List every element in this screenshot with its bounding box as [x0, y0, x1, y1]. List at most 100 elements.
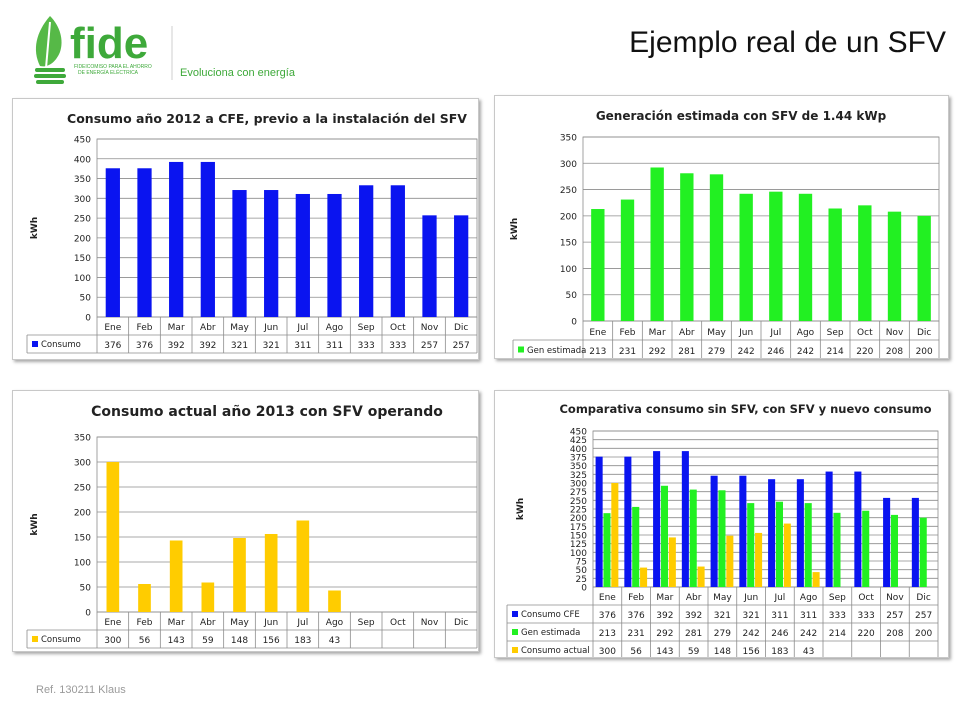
bar-gen-estimada-abr — [689, 489, 697, 587]
data-label: 311 — [294, 341, 311, 351]
bar-gen-estimada-feb — [620, 199, 635, 321]
data-label: 333 — [829, 611, 846, 621]
y-axis-label: kWh — [30, 513, 40, 535]
x-tick-label: Sep — [829, 593, 846, 603]
y-tick-label: 150 — [74, 534, 91, 544]
x-tick-label: Feb — [628, 593, 644, 603]
y-tick-label: 450 — [74, 136, 91, 146]
bar-consumo-sep — [359, 185, 374, 317]
bar-consumo-abr — [200, 161, 215, 317]
legend-swatch — [32, 636, 38, 642]
y-tick-label: 200 — [74, 509, 91, 519]
x-tick-label: Jul — [773, 593, 785, 603]
bar-gen-estimada-may — [709, 174, 724, 321]
data-label: 148 — [714, 647, 731, 657]
data-label: 376 — [599, 611, 616, 621]
chart-panel-consumo-2013: Consumo actual año 2013 con SFV operando… — [12, 390, 479, 652]
legend-swatch — [512, 647, 518, 653]
y-tick-label: 300 — [74, 195, 91, 205]
y-tick-label: 50 — [566, 291, 578, 301]
chart-title: Consumo actual año 2013 con SFV operando — [91, 404, 443, 420]
bar-consumo-cfe-abr — [681, 451, 689, 587]
y-tick-label: 100 — [570, 549, 587, 559]
y-axis-label: kWh — [30, 217, 40, 239]
bar-consumo-abr — [201, 582, 215, 612]
brand-name: fide — [70, 19, 148, 68]
x-tick-label: Dic — [454, 618, 468, 628]
chart-panel-consumo-2012: Consumo año 2012 a CFE, previo a la inst… — [12, 98, 479, 360]
bar-consumo-ago — [327, 193, 342, 317]
data-label: 214 — [827, 347, 844, 357]
x-tick-label: Jun — [743, 593, 758, 603]
x-tick-label: Ene — [104, 618, 121, 628]
x-tick-label: Ago — [797, 328, 815, 338]
data-label: 392 — [685, 611, 702, 621]
page-title: Ejemplo real de un SFV — [629, 26, 946, 59]
bar-gen-estimada-ene — [603, 513, 611, 587]
legend-swatch — [32, 341, 38, 347]
data-label: 43 — [803, 647, 814, 657]
y-tick-label: 275 — [570, 488, 587, 498]
bar-gen-estimada-ene — [591, 209, 605, 321]
y-tick-label: 350 — [570, 462, 587, 472]
x-tick-label: Sep — [358, 323, 375, 333]
x-tick-label: Ago — [326, 323, 344, 333]
plot-area — [582, 136, 940, 322]
data-label: 220 — [856, 347, 873, 357]
data-label: 59 — [202, 636, 214, 646]
x-tick-label: Oct — [390, 323, 406, 333]
bar-consumo-jul — [295, 193, 310, 317]
legend-entry: Consumo — [41, 635, 81, 645]
y-tick-label: 300 — [570, 480, 587, 490]
brand-subtitle-1: FIDEICOMISO PARA EL AHORRO — [74, 64, 152, 70]
legend-swatch — [518, 346, 524, 353]
bar-consumo-feb — [137, 168, 152, 317]
y-tick-label: 250 — [74, 215, 91, 225]
x-tick-label: Oct — [858, 593, 874, 603]
x-tick-label: Abr — [200, 618, 216, 628]
bar-consumo-actual-jul — [783, 523, 791, 587]
y-tick-label: 0 — [571, 318, 577, 328]
data-label: 183 — [294, 636, 311, 646]
legend-entry: Consumo — [41, 340, 81, 350]
x-tick-label: Ene — [104, 323, 121, 333]
y-tick-label: 350 — [74, 175, 91, 185]
bar-gen-estimada-oct — [858, 205, 872, 321]
y-tick-label: 150 — [560, 239, 577, 249]
y-tick-label: 100 — [74, 274, 91, 284]
x-tick-label: Jul — [769, 328, 781, 338]
data-label: 208 — [886, 629, 903, 639]
data-label: 200 — [916, 347, 933, 357]
bar-gen-estimada-nov — [890, 514, 899, 587]
bar-consumo-feb — [138, 584, 151, 612]
x-tick-label: Ene — [599, 593, 616, 603]
y-tick-label: 25 — [576, 575, 587, 585]
bar-consumo-ene — [105, 168, 120, 317]
data-label: 143 — [656, 647, 673, 657]
bar-gen-estimada-mar — [650, 167, 664, 321]
bar-consumo-cfe-ago — [796, 479, 804, 587]
x-tick-label: Abr — [679, 328, 695, 338]
data-label: 376 — [136, 341, 153, 351]
bar-consumo-cfe-jul — [768, 479, 776, 587]
bar-consumo-dic — [454, 215, 469, 317]
bar-gen-estimada-dic — [919, 517, 927, 587]
y-tick-label: 200 — [570, 514, 587, 524]
bar-consumo-actual-ene — [611, 483, 619, 587]
brand-subtitle-2: DE ENERGÍA ELÉCTRICA — [78, 69, 139, 76]
data-label: 333 — [858, 611, 875, 621]
bar-consumo-mar — [169, 161, 184, 317]
x-tick-label: Nov — [886, 593, 904, 603]
chart-panel-comparativa: Comparativa consumo sin SFV, con SFV y n… — [494, 390, 949, 658]
bar-consumo-cfe-dic — [911, 497, 919, 587]
data-label: 213 — [599, 629, 616, 639]
x-tick-label: Jun — [738, 328, 753, 338]
bar-consumo-actual-feb — [640, 567, 648, 587]
y-tick-label: 400 — [74, 155, 91, 165]
x-tick-label: Mar — [656, 593, 673, 603]
data-label: 59 — [688, 647, 700, 657]
bar-consumo-cfe-mar — [653, 451, 661, 587]
plot-area — [96, 138, 478, 318]
x-tick-label: Ago — [800, 593, 818, 603]
x-tick-label: Sep — [827, 328, 844, 338]
